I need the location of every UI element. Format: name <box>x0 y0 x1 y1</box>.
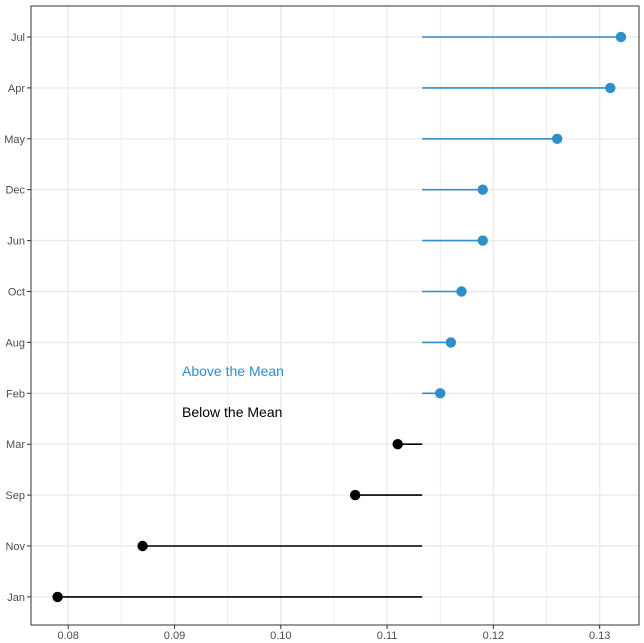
point-jan <box>52 591 63 603</box>
point-mar <box>392 439 403 450</box>
x-tick-label: 0.13 <box>589 630 610 642</box>
y-tick-label-jul: Jul <box>11 32 25 44</box>
x-tick-label: 0.11 <box>377 630 398 642</box>
point-feb <box>435 388 446 399</box>
y-tick-label-sep: Sep <box>5 490 25 502</box>
y-tick-label-jan: Jan <box>7 592 25 604</box>
point-sep <box>349 489 361 501</box>
x-tick-label: 0.12 <box>483 630 504 642</box>
y-tick-label-nov: Nov <box>5 541 25 553</box>
y-tick-label-apr: Apr <box>8 83 25 95</box>
point-oct <box>456 286 467 297</box>
y-tick-label-jun: Jun <box>7 236 25 248</box>
point-nov <box>137 540 148 552</box>
y-tick-label-oct: Oct <box>8 287 25 299</box>
y-tick-label-feb: Feb <box>6 388 25 400</box>
annotation-below: Below the Mean <box>182 404 282 420</box>
point-dec <box>477 184 488 195</box>
point-jul <box>615 31 627 43</box>
x-tick-label: 0.08 <box>57 630 78 642</box>
plot-panel <box>31 6 639 625</box>
y-tick-label-may: May <box>4 134 25 146</box>
y-tick-label-aug: Aug <box>5 337 25 349</box>
point-apr <box>605 82 616 94</box>
point-aug <box>445 337 457 348</box>
x-tick-label: 0.09 <box>164 630 185 642</box>
panel-border <box>30 5 640 626</box>
annotation-above: Above the Mean <box>182 363 284 379</box>
point-jun <box>477 235 488 246</box>
y-tick-label-mar: Mar <box>6 439 25 451</box>
point-may <box>551 133 563 144</box>
y-tick-label-dec: Dec <box>5 185 25 197</box>
x-tick-label: 0.10 <box>270 630 291 642</box>
